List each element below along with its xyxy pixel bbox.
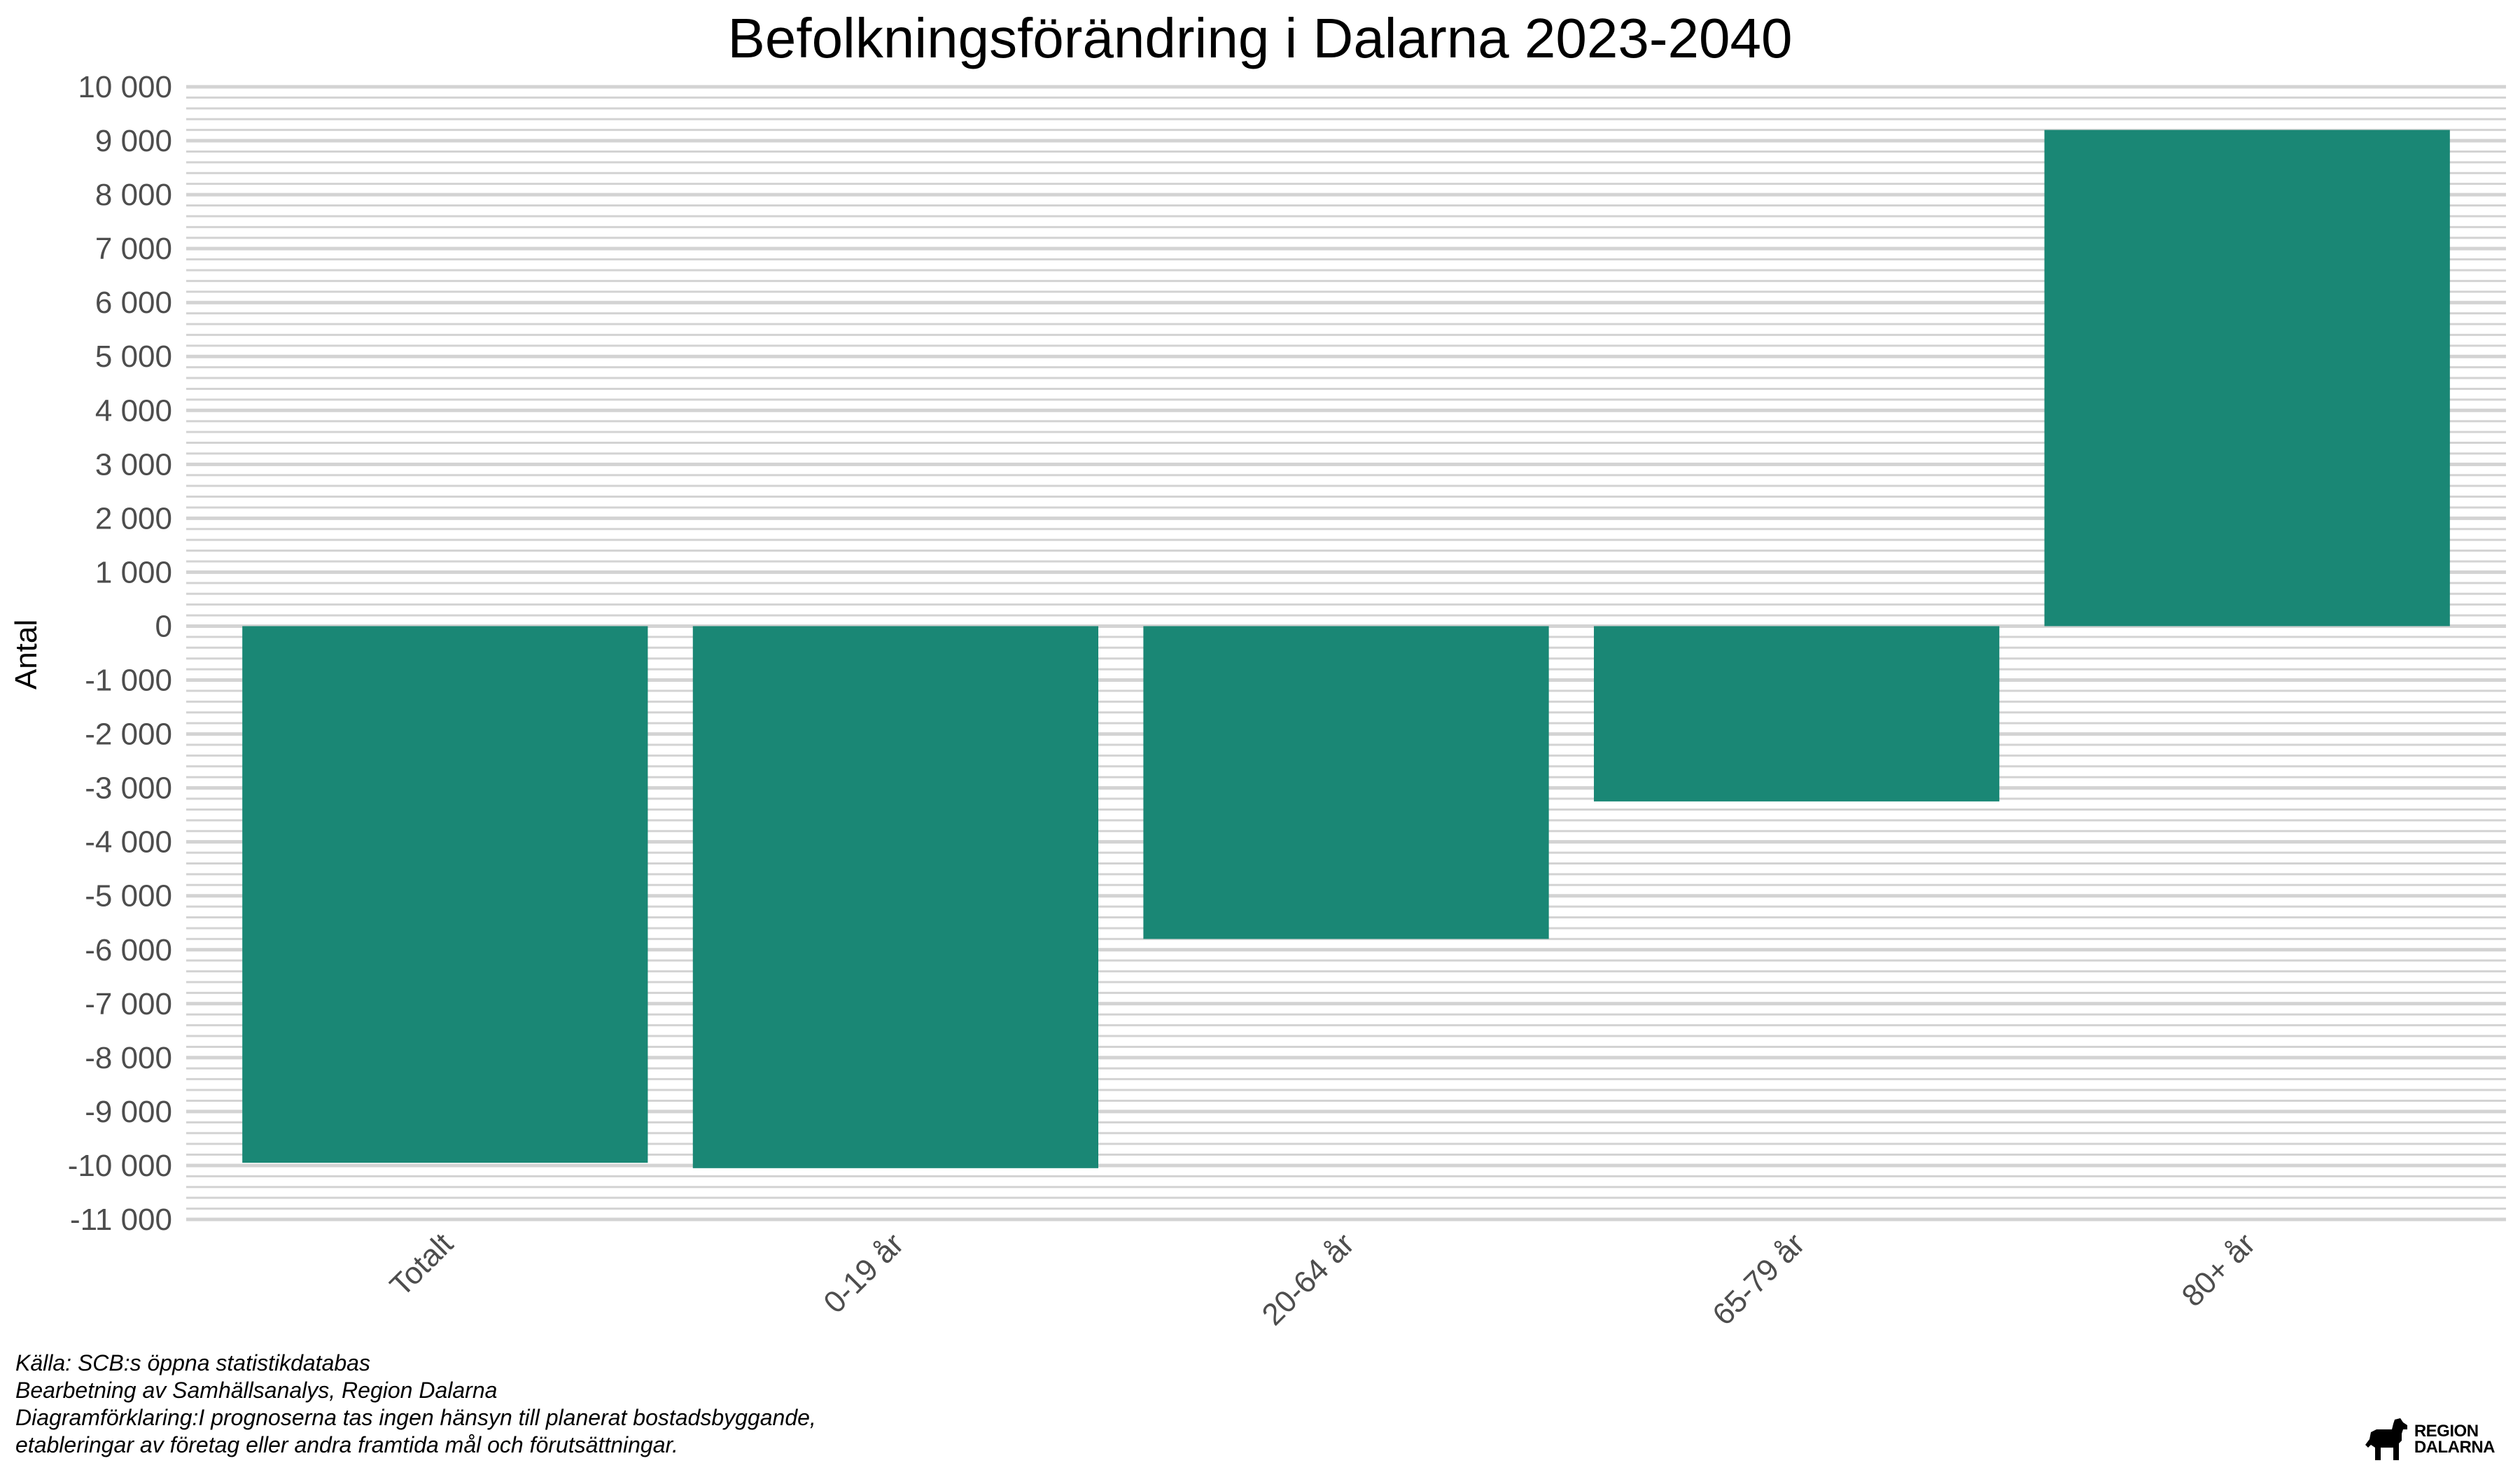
x-tick-label: 20-64 år xyxy=(1256,1226,1362,1332)
y-tick-label: 0 xyxy=(155,609,172,643)
y-tick-label: 8 000 xyxy=(95,178,172,212)
y-tick-label: 2 000 xyxy=(95,501,172,536)
y-tick-label: 6 000 xyxy=(95,286,172,320)
y-tick-label: 3 000 xyxy=(95,447,172,482)
y-tick-label: -4 000 xyxy=(85,825,172,860)
bar xyxy=(1143,626,1549,939)
logo-line-region: REGION xyxy=(2414,1422,2479,1441)
y-tick-label: -2 000 xyxy=(85,718,172,752)
y-tick-label: -1 000 xyxy=(85,664,172,698)
y-tick-label: -11 000 xyxy=(70,1203,172,1237)
x-tick-label: 0-19 år xyxy=(817,1226,910,1320)
y-tick-label: 4 000 xyxy=(95,393,172,428)
caption-processing-line: Bearbetning av Samhällsanalys, Region Da… xyxy=(15,1378,498,1403)
bar xyxy=(2044,130,2450,626)
y-axis-title: Antal xyxy=(9,620,43,690)
caption-explanation-line-1: Diagramförklaring:I prognoserna tas inge… xyxy=(15,1405,816,1430)
bar xyxy=(692,626,1099,1168)
y-tick-label: 5 000 xyxy=(95,340,172,374)
chart-title: Befolkningsförändring i Dalarna 2023-204… xyxy=(727,7,1792,69)
y-tick-label: -10 000 xyxy=(68,1149,172,1183)
x-tick-label: 80+ år xyxy=(2176,1226,2262,1313)
y-tick-label: -6 000 xyxy=(85,933,172,967)
y-tick-label: 1 000 xyxy=(95,555,172,589)
y-tick-label: 9 000 xyxy=(95,124,172,158)
region-dalarna-logo: REGION DALARNA xyxy=(2364,1417,2496,1462)
y-tick-label: 7 000 xyxy=(95,232,172,266)
bars xyxy=(242,130,2450,1168)
y-tick-label: -7 000 xyxy=(85,987,172,1021)
caption-explanation-line-2: etableringar av företag eller andra fram… xyxy=(15,1432,678,1457)
x-tick-label: Totalt xyxy=(384,1226,460,1303)
caption-source-line: Källa: SCB:s öppna statistikdatabas xyxy=(15,1350,370,1376)
dala-horse-icon xyxy=(2365,1418,2407,1460)
y-axis-tick-labels: 10 000 9 000 8 000 7 000 6 000 5 000 4 000 3 00… xyxy=(68,70,172,1237)
y-tick-label: 10 000 xyxy=(78,70,172,104)
y-tick-label: -8 000 xyxy=(85,1041,172,1075)
y-tick-label: -3 000 xyxy=(85,771,172,806)
bar xyxy=(242,626,648,1163)
x-tick-label: 65-79 år xyxy=(1706,1226,1812,1332)
source-caption: Källa: SCB:s öppna statistikdatabas Bear… xyxy=(15,1350,816,1459)
bar xyxy=(1593,626,2000,802)
y-tick-label: -5 000 xyxy=(85,879,172,913)
y-tick-label: -9 000 xyxy=(85,1095,172,1129)
logo-line-dalarna: DALARNA xyxy=(2414,1438,2496,1457)
x-axis-tick-labels: Totalt 0-19 år 20-64 år 65-79 år 80+ år xyxy=(384,1226,2262,1332)
